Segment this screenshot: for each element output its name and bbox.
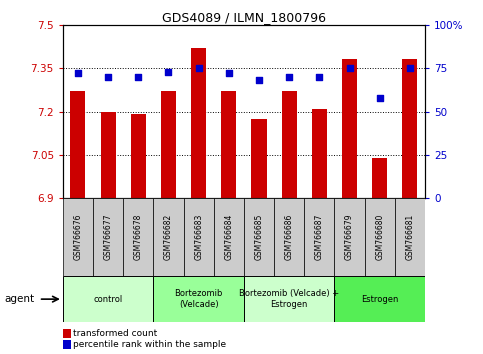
Text: GSM766681: GSM766681 — [405, 214, 414, 260]
Bar — [312, 109, 327, 198]
Point — [285, 74, 293, 80]
Point — [346, 65, 354, 71]
Text: GSM766685: GSM766685 — [255, 214, 264, 261]
Bar — [402, 59, 417, 198]
Text: GSM766683: GSM766683 — [194, 214, 203, 261]
Point — [134, 74, 142, 80]
Bar — [161, 91, 176, 198]
Point — [315, 74, 323, 80]
Point — [195, 65, 202, 71]
Text: agent: agent — [5, 294, 35, 304]
Point — [255, 78, 263, 83]
Bar — [63, 198, 93, 276]
Point — [225, 70, 233, 76]
Bar — [154, 198, 184, 276]
Bar — [123, 198, 154, 276]
Bar — [282, 91, 297, 198]
Bar — [221, 91, 236, 198]
Bar — [244, 276, 334, 322]
Text: GSM766682: GSM766682 — [164, 214, 173, 260]
Point — [104, 74, 112, 80]
Bar — [274, 198, 304, 276]
Bar — [244, 198, 274, 276]
Bar — [395, 198, 425, 276]
Bar — [184, 198, 213, 276]
Bar — [191, 48, 206, 198]
Bar — [154, 276, 244, 322]
Text: Bortezomib
(Velcade): Bortezomib (Velcade) — [174, 290, 223, 309]
Text: GSM766677: GSM766677 — [103, 214, 113, 261]
Bar — [93, 198, 123, 276]
Bar — [372, 158, 387, 198]
Bar — [131, 114, 146, 198]
Bar — [63, 276, 154, 322]
Text: GSM766680: GSM766680 — [375, 214, 384, 261]
Point — [406, 65, 414, 71]
Text: GSM766687: GSM766687 — [315, 214, 324, 261]
Text: Bortezomib (Velcade) +
Estrogen: Bortezomib (Velcade) + Estrogen — [239, 290, 339, 309]
Text: GSM766684: GSM766684 — [224, 214, 233, 261]
Text: transformed count: transformed count — [73, 329, 157, 338]
Point — [165, 69, 172, 74]
Point — [376, 95, 384, 101]
Bar — [71, 91, 85, 198]
Text: percentile rank within the sample: percentile rank within the sample — [73, 340, 227, 349]
Text: GSM766676: GSM766676 — [73, 214, 83, 261]
Point — [74, 70, 82, 76]
Text: GSM766686: GSM766686 — [284, 214, 294, 261]
Title: GDS4089 / ILMN_1800796: GDS4089 / ILMN_1800796 — [162, 11, 326, 24]
Bar — [252, 119, 267, 198]
Bar — [342, 59, 357, 198]
Bar — [334, 276, 425, 322]
Text: GSM766679: GSM766679 — [345, 214, 354, 261]
Text: GSM766678: GSM766678 — [134, 214, 143, 261]
Bar — [304, 198, 334, 276]
Text: Estrogen: Estrogen — [361, 295, 398, 304]
Bar — [365, 198, 395, 276]
Bar — [100, 112, 115, 198]
Text: control: control — [93, 295, 123, 304]
Bar — [213, 198, 244, 276]
Bar — [334, 198, 365, 276]
